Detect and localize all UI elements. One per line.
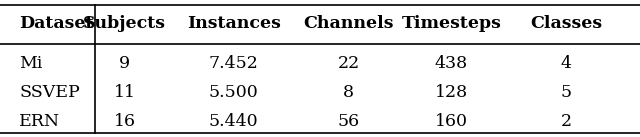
Text: 128: 128 bbox=[435, 84, 468, 101]
Text: Classes: Classes bbox=[531, 15, 602, 32]
Text: 9: 9 bbox=[119, 55, 131, 72]
Text: 4: 4 bbox=[561, 55, 572, 72]
Text: Channels: Channels bbox=[303, 15, 394, 32]
Text: Instances: Instances bbox=[187, 15, 280, 32]
Text: 2: 2 bbox=[561, 113, 572, 130]
Text: 7.452: 7.452 bbox=[209, 55, 259, 72]
Text: Dataset: Dataset bbox=[19, 15, 93, 32]
Text: Subjects: Subjects bbox=[83, 15, 166, 32]
Text: Timesteps: Timesteps bbox=[401, 15, 501, 32]
Text: 160: 160 bbox=[435, 113, 468, 130]
Text: SSVEP: SSVEP bbox=[19, 84, 80, 101]
Text: 438: 438 bbox=[435, 55, 468, 72]
Text: 5: 5 bbox=[561, 84, 572, 101]
Text: 56: 56 bbox=[338, 113, 360, 130]
Text: 5.500: 5.500 bbox=[209, 84, 259, 101]
Text: 5.440: 5.440 bbox=[209, 113, 259, 130]
Text: 22: 22 bbox=[338, 55, 360, 72]
Text: 11: 11 bbox=[114, 84, 136, 101]
Text: Mi: Mi bbox=[19, 55, 43, 72]
Text: 16: 16 bbox=[114, 113, 136, 130]
Text: 8: 8 bbox=[343, 84, 355, 101]
Text: ERN: ERN bbox=[19, 113, 60, 130]
